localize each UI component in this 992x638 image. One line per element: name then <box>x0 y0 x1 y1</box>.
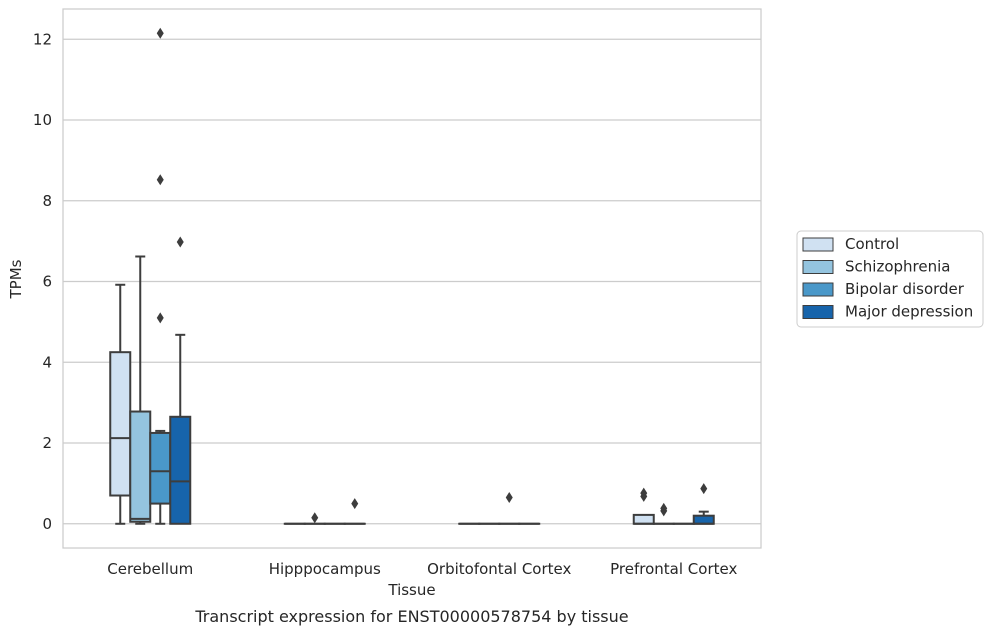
legend-swatch <box>803 283 833 296</box>
x-tick-label: Hipppocampus <box>269 560 381 578</box>
y-tick-label: 10 <box>33 111 52 129</box>
y-tick-label: 0 <box>42 515 52 533</box>
legend-label: Major depression <box>845 303 973 321</box>
legend-swatch <box>803 238 833 251</box>
y-tick-label: 6 <box>42 273 52 291</box>
x-tick-label: Prefrontal Cortex <box>610 560 737 578</box>
legend-label: Schizophrenia <box>845 258 950 276</box>
chart-caption: Transcript expression for ENST0000057875… <box>194 607 628 626</box>
box <box>170 417 190 524</box>
box <box>634 515 654 524</box>
y-tick-label: 4 <box>42 353 52 371</box>
y-axis-label: TPMs <box>7 259 25 299</box>
legend-label: Control <box>845 235 899 253</box>
y-tick-label: 8 <box>42 192 52 210</box>
y-tick-label: 2 <box>42 434 52 452</box>
legend-label: Bipolar disorder <box>845 280 965 298</box>
x-axis-label: Tissue <box>387 581 435 599</box>
legend: Control Schizophrenia Bipolar disorder Majo… <box>797 231 983 327</box>
box <box>694 516 714 524</box>
x-tick-label: Orbitofontal Cortex <box>427 560 571 578</box>
box <box>130 412 150 522</box>
legend-swatch <box>803 306 833 319</box>
x-tick-label: Cerebellum <box>107 560 193 578</box>
legend-swatch <box>803 261 833 274</box>
y-tick-label: 12 <box>33 30 52 48</box>
box <box>150 433 170 504</box>
box <box>110 352 130 495</box>
